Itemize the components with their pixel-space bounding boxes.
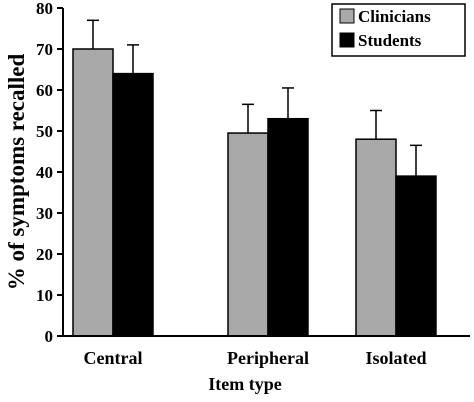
x-axis-title: Item type: [208, 374, 281, 394]
bars-layer: [72, 48, 437, 337]
y-tick-label: 40: [36, 163, 53, 182]
x-categories: Central Peripheral Isolated: [84, 348, 427, 368]
error-bars-layer: [87, 19, 422, 177]
y-tick-label: 80: [36, 0, 53, 18]
x-category-label: Peripheral: [227, 348, 309, 368]
legend: Clinicians Students: [331, 3, 466, 57]
legend-swatch-students: [339, 32, 355, 48]
y-tick-label: 30: [36, 204, 53, 223]
x-category-label: Isolated: [365, 348, 426, 368]
bar-clinicians-isolated: [355, 138, 397, 337]
y-tick-label: 10: [36, 286, 53, 305]
y-axis-title: % of symptoms recalled: [4, 54, 29, 291]
legend-label-clinicians: Clinicians: [358, 7, 431, 26]
y-tick-label: 20: [36, 245, 53, 264]
y-tick-label: 70: [36, 40, 53, 59]
bar-clinicians-central: [72, 48, 114, 337]
y-tick-label: 60: [36, 81, 53, 100]
bar-clinicians-peripheral: [227, 132, 269, 337]
legend-label-students: Students: [358, 31, 422, 50]
bar-students-isolated: [395, 175, 437, 337]
bar-students-central: [112, 72, 154, 337]
y-tick-label: 50: [36, 122, 53, 141]
y-ticks: 0 10 20 30 40 50 60 70 80: [36, 0, 63, 346]
x-category-label: Central: [84, 348, 143, 368]
bar-students-peripheral: [267, 117, 309, 337]
y-tick-label: 0: [45, 327, 54, 346]
legend-swatch-clinicians: [339, 8, 355, 24]
